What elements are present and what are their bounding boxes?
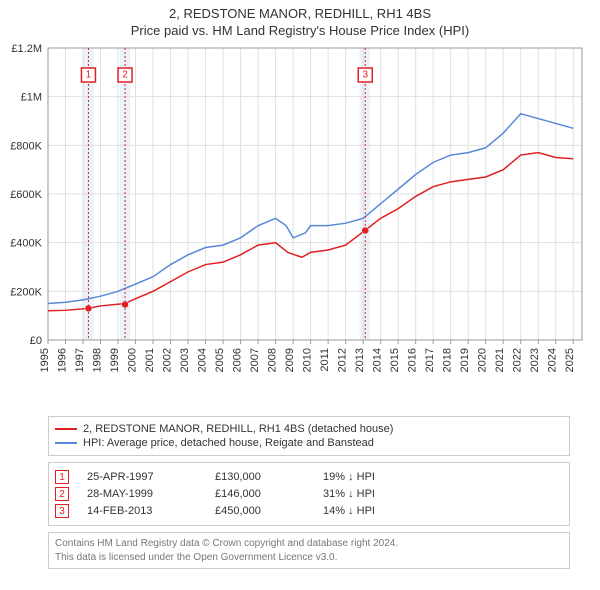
- sale-date: 28-MAY-1999: [87, 488, 197, 500]
- legend-label: HPI: Average price, detached house, Reig…: [83, 437, 374, 449]
- sale-date: 14-FEB-2013: [87, 505, 197, 517]
- attribution-footer: Contains HM Land Registry data © Crown c…: [48, 532, 570, 569]
- svg-text:2018: 2018: [442, 348, 454, 372]
- sales-table: 1 25-APR-1997 £130,000 19% ↓ HPI 2 28-MAY-199…: [48, 462, 570, 526]
- svg-text:2025: 2025: [564, 348, 576, 372]
- chart-title-block: 2, REDSTONE MANOR, REDHILL, RH1 4BS Pric…: [0, 0, 600, 40]
- sale-point-3: [362, 227, 369, 234]
- sale-price: £146,000: [215, 488, 305, 500]
- svg-text:2020: 2020: [477, 348, 489, 372]
- svg-text:1998: 1998: [92, 348, 104, 372]
- svg-text:2011: 2011: [319, 348, 331, 372]
- sale-point-1: [85, 305, 92, 312]
- svg-text:1: 1: [86, 70, 92, 81]
- svg-text:2022: 2022: [512, 348, 524, 372]
- svg-text:2009: 2009: [284, 348, 296, 372]
- sale-delta: 31% ↓ HPI: [323, 488, 375, 500]
- svg-text:£1.2M: £1.2M: [11, 43, 42, 55]
- svg-text:2003: 2003: [179, 348, 191, 372]
- svg-text:2015: 2015: [389, 348, 401, 372]
- svg-text:2023: 2023: [529, 348, 541, 372]
- chart-area: £0 £200K £400K £600K £800K £1M £1.2M 1995 1996 19…: [0, 40, 600, 410]
- title-line-2: Price paid vs. HM Land Registry's House …: [0, 23, 600, 38]
- svg-text:2024: 2024: [547, 348, 559, 372]
- svg-text:2004: 2004: [197, 348, 209, 372]
- svg-text:2010: 2010: [302, 348, 314, 372]
- svg-text:2001: 2001: [144, 348, 156, 372]
- footer-line-2: This data is licensed under the Open Gov…: [55, 551, 563, 565]
- svg-text:2017: 2017: [424, 348, 436, 372]
- svg-text:£600K: £600K: [10, 189, 42, 201]
- sale-index-box: 3: [55, 504, 69, 518]
- sale-delta: 14% ↓ HPI: [323, 505, 375, 517]
- svg-text:2021: 2021: [494, 348, 506, 372]
- sale-delta: 19% ↓ HPI: [323, 471, 375, 483]
- sale-price: £130,000: [215, 471, 305, 483]
- svg-text:1996: 1996: [57, 348, 69, 372]
- sale-index-box: 1: [55, 470, 69, 484]
- svg-text:£1M: £1M: [21, 92, 42, 104]
- legend-swatch: [55, 428, 77, 430]
- title-line-1: 2, REDSTONE MANOR, REDHILL, RH1 4BS: [0, 6, 600, 21]
- sale-row: 3 14-FEB-2013 £450,000 14% ↓ HPI: [55, 504, 563, 518]
- legend: 2, REDSTONE MANOR, REDHILL, RH1 4BS (det…: [48, 416, 570, 456]
- legend-swatch: [55, 442, 77, 444]
- sale-row: 2 28-MAY-1999 £146,000 31% ↓ HPI: [55, 487, 563, 501]
- line-chart-svg: £0 £200K £400K £600K £800K £1M £1.2M 1995 1996 19…: [0, 40, 600, 410]
- svg-text:1995: 1995: [39, 348, 51, 372]
- svg-text:2006: 2006: [232, 348, 244, 372]
- sale-date: 25-APR-1997: [87, 471, 197, 483]
- svg-text:£0: £0: [30, 335, 42, 347]
- sale-point-2: [122, 301, 129, 308]
- legend-label: 2, REDSTONE MANOR, REDHILL, RH1 4BS (det…: [83, 423, 393, 435]
- svg-text:£400K: £400K: [10, 238, 42, 250]
- svg-text:2008: 2008: [267, 348, 279, 372]
- svg-text:£800K: £800K: [10, 140, 42, 152]
- sale-index-box: 2: [55, 487, 69, 501]
- svg-text:1999: 1999: [109, 348, 121, 372]
- footer-line-1: Contains HM Land Registry data © Crown c…: [55, 537, 563, 551]
- svg-text:2007: 2007: [249, 348, 261, 372]
- svg-text:2005: 2005: [214, 348, 226, 372]
- legend-row: HPI: Average price, detached house, Reig…: [55, 437, 563, 449]
- svg-text:2014: 2014: [372, 348, 384, 372]
- svg-text:1997: 1997: [74, 348, 86, 372]
- svg-text:2016: 2016: [407, 348, 419, 372]
- legend-row: 2, REDSTONE MANOR, REDHILL, RH1 4BS (det…: [55, 423, 563, 435]
- svg-text:2013: 2013: [354, 348, 366, 372]
- svg-text:2012: 2012: [337, 348, 349, 372]
- svg-text:3: 3: [362, 70, 368, 81]
- svg-text:2019: 2019: [459, 348, 471, 372]
- svg-text:£200K: £200K: [10, 286, 42, 298]
- svg-text:2: 2: [122, 70, 128, 81]
- svg-text:2000: 2000: [127, 348, 139, 372]
- sale-row: 1 25-APR-1997 £130,000 19% ↓ HPI: [55, 470, 563, 484]
- sale-price: £450,000: [215, 505, 305, 517]
- svg-text:2002: 2002: [162, 348, 174, 372]
